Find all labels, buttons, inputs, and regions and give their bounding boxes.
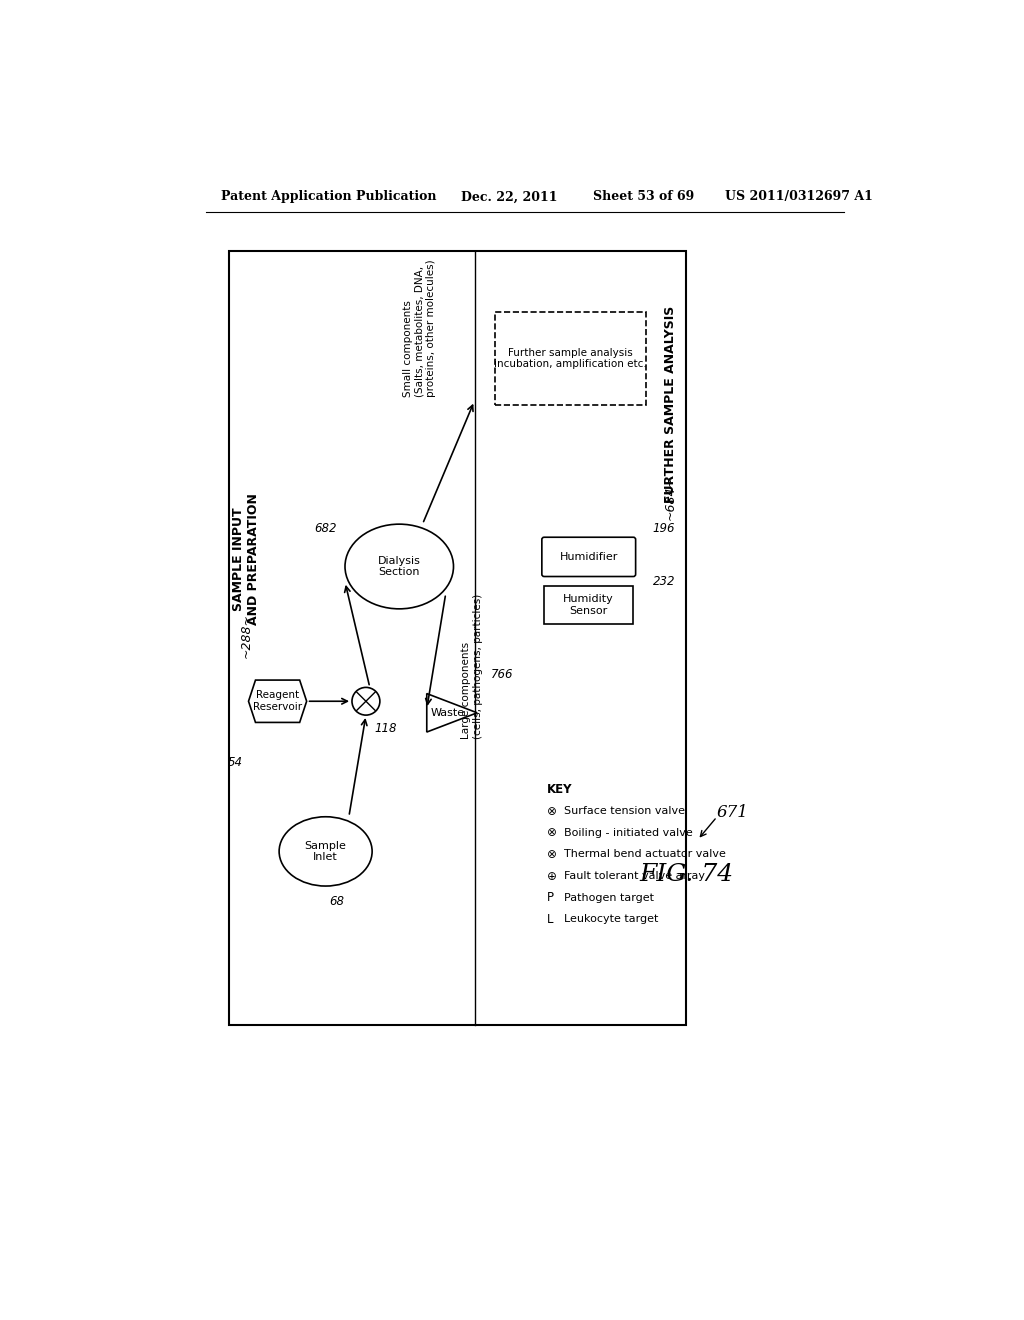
Text: 54: 54	[227, 756, 243, 770]
Bar	[544, 586, 633, 624]
Text: Dec. 22, 2011: Dec. 22, 2011	[461, 190, 558, 203]
Text: 232: 232	[652, 576, 675, 589]
Text: Humidifier: Humidifier	[559, 552, 617, 562]
Text: 766: 766	[492, 668, 514, 681]
Text: Sample
Inlet: Sample Inlet	[305, 841, 346, 862]
Text: Reagent
Reservoir: Reagent Reservoir	[253, 690, 302, 711]
Text: Large components
(cells, pathogens, particles): Large components (cells, pathogens, part…	[461, 594, 483, 739]
Text: Fault tolerant valve array: Fault tolerant valve array	[563, 871, 705, 880]
Text: ⊕: ⊕	[547, 870, 556, 883]
Text: Leukocyte target: Leukocyte target	[563, 915, 658, 924]
Text: 118: 118	[374, 722, 396, 735]
Bar	[228, 251, 686, 1024]
Text: US 2011/0312697 A1: US 2011/0312697 A1	[725, 190, 872, 203]
Text: Surface tension valve: Surface tension valve	[563, 807, 685, 816]
Text: ⊗: ⊗	[547, 847, 556, 861]
Text: FURTHER SAMPLE ANALYSIS: FURTHER SAMPLE ANALYSIS	[664, 306, 677, 503]
Polygon shape	[249, 680, 306, 722]
FancyBboxPatch shape	[542, 537, 636, 577]
Text: 682: 682	[314, 521, 337, 535]
Text: Waste: Waste	[431, 708, 465, 718]
Circle shape	[352, 688, 380, 715]
Text: ~684~: ~684~	[664, 475, 677, 520]
Text: Pathogen target: Pathogen target	[563, 892, 653, 903]
Ellipse shape	[345, 524, 454, 609]
Text: Thermal bend actuator valve: Thermal bend actuator valve	[563, 850, 725, 859]
Text: Small components
(Salts, metabolites, DNA,
proteins, other molecules): Small components (Salts, metabolites, DN…	[403, 260, 436, 397]
Text: Sheet 53 of 69: Sheet 53 of 69	[593, 190, 694, 203]
Text: 68: 68	[330, 895, 345, 908]
Text: P: P	[547, 891, 554, 904]
Text: SAMPLE INPUT
AND PREPARATION: SAMPLE INPUT AND PREPARATION	[231, 492, 260, 624]
Ellipse shape	[280, 817, 372, 886]
Text: 196: 196	[652, 521, 675, 535]
Text: Humidity
Sensor: Humidity Sensor	[563, 594, 614, 616]
Bar	[495, 313, 646, 405]
Text: Patent Application Publication: Patent Application Publication	[221, 190, 436, 203]
Text: 671: 671	[717, 804, 749, 821]
Text: FIG. 74: FIG. 74	[639, 863, 733, 886]
Text: Dialysis
Section: Dialysis Section	[378, 556, 421, 577]
Polygon shape	[427, 693, 477, 733]
Text: L: L	[547, 912, 553, 925]
Text: KEY: KEY	[547, 783, 572, 796]
Text: Boiling - initiated valve: Boiling - initiated valve	[563, 828, 692, 838]
Text: Further sample analysis
incubation, amplification etc.: Further sample analysis incubation, ampl…	[494, 347, 646, 370]
Text: ~288~: ~288~	[240, 614, 252, 659]
Text: ⊗: ⊗	[547, 826, 556, 840]
Text: ⊗: ⊗	[547, 805, 556, 818]
